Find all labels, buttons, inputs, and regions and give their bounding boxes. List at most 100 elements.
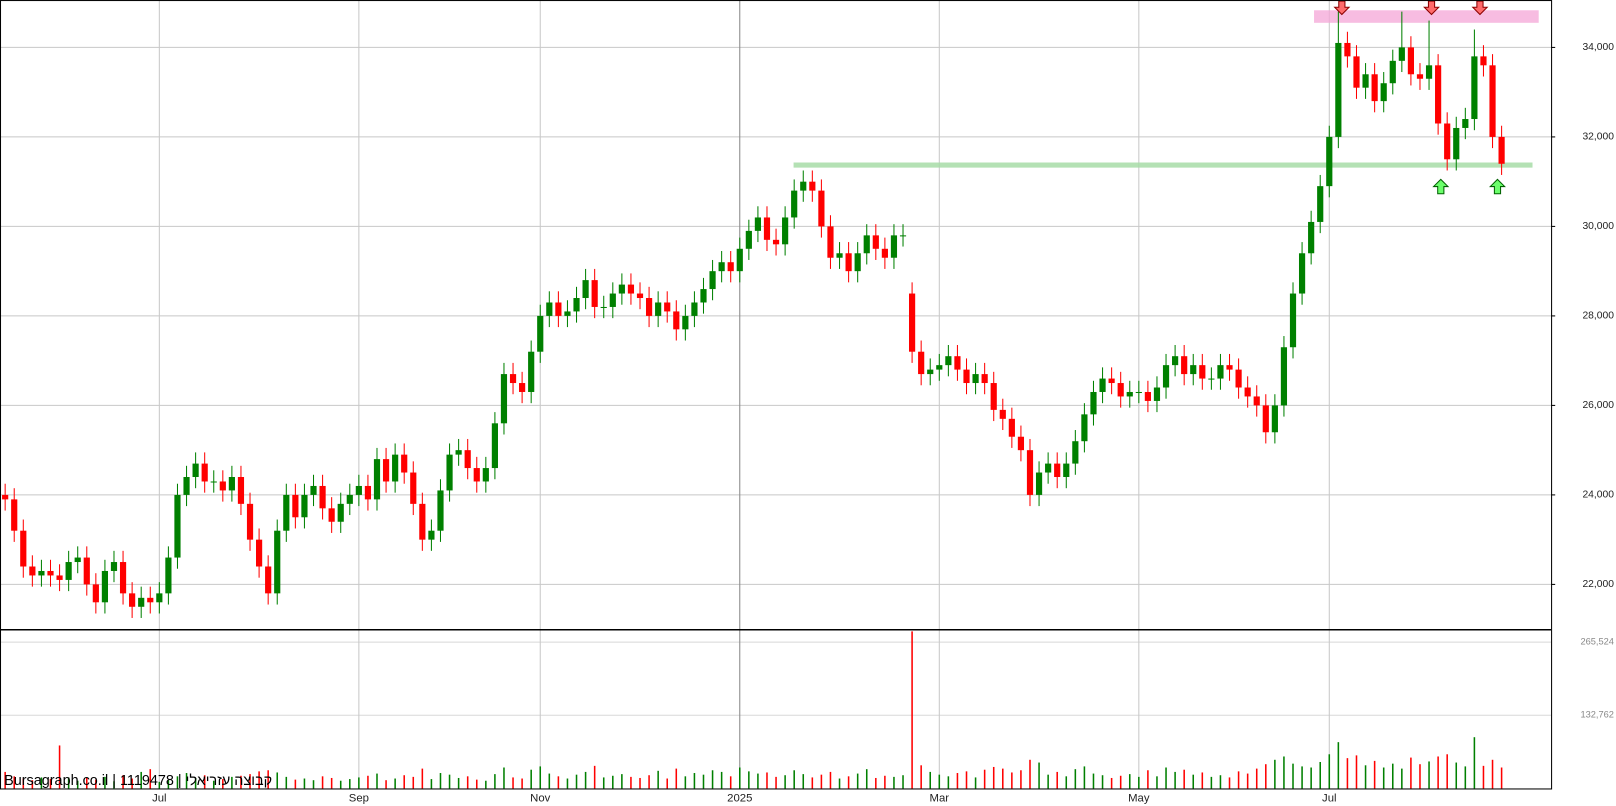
volume-bar [593, 765, 596, 789]
candle-body [1208, 378, 1215, 380]
sell-arrow [1471, 0, 1489, 16]
candle-body [428, 530, 435, 540]
candle-body [673, 311, 680, 330]
candle-body [1144, 391, 1151, 401]
candle-body [999, 409, 1006, 419]
candle-body [1444, 123, 1451, 160]
volume-bar [1128, 774, 1131, 789]
candle-body [210, 481, 217, 483]
candle-body [836, 253, 843, 258]
volume-bar [1138, 776, 1140, 789]
volume-bar [140, 771, 142, 789]
candle-body [709, 271, 716, 290]
volume-bar [884, 775, 886, 789]
candle-body [1081, 414, 1088, 442]
candle-body [1090, 391, 1097, 415]
candle-body [1317, 186, 1324, 222]
volume-bar [421, 768, 424, 789]
candle-body [1235, 369, 1242, 388]
volume-bar [838, 778, 841, 789]
volume-bar [494, 774, 496, 789]
volume-bar [249, 774, 251, 789]
buy-arrow [1489, 178, 1506, 195]
volume-bar [1237, 771, 1240, 789]
volume-bar [1500, 767, 1503, 789]
overlays [793, 10, 1539, 168]
x-tick-label: May [1128, 793, 1150, 805]
candle-body [1253, 396, 1260, 406]
candle-body [909, 293, 916, 352]
x-tick-label: Nov [530, 793, 550, 805]
candle-body [682, 315, 689, 330]
volume-bar [575, 774, 578, 789]
candle-body [101, 570, 109, 603]
candle-body [1181, 356, 1188, 375]
grid [0, 0, 1552, 789]
volume-bar [1165, 767, 1167, 789]
volume-bar [1410, 757, 1412, 789]
candle-body [818, 190, 825, 227]
candle-body [600, 306, 607, 308]
candle-body [1380, 83, 1387, 102]
candle-body [1244, 387, 1251, 397]
volume-bar [539, 766, 542, 789]
candle-body [854, 253, 861, 272]
candle-body [1398, 47, 1405, 61]
volume-bar [203, 775, 206, 789]
volume-bar [4, 771, 6, 789]
volume-bar [1092, 773, 1095, 789]
candle-body [636, 293, 644, 299]
candle-body [38, 570, 45, 576]
volume-bar [521, 778, 523, 789]
volume-bar [194, 777, 197, 789]
candle-body [981, 374, 988, 384]
volume-bar [212, 780, 215, 789]
volume-bar [1373, 760, 1376, 789]
volume-bar [95, 779, 97, 789]
volume-bar [612, 775, 614, 789]
candle-body [1298, 253, 1306, 294]
volume-bar [983, 769, 986, 789]
candle-body [1026, 450, 1034, 495]
volume-bar [1319, 761, 1321, 789]
x-tick-label: Jul [152, 793, 166, 805]
candle-body [827, 226, 834, 258]
volume-bar [1391, 763, 1394, 789]
volume-bar [258, 771, 260, 789]
candle-body [437, 490, 444, 531]
candle-body [129, 593, 136, 607]
volume-bar [1310, 767, 1312, 789]
candle-body [292, 494, 299, 518]
volume-bar [793, 770, 795, 789]
volume-bar [720, 771, 723, 789]
volume-bar [76, 780, 79, 789]
volume-bar [49, 779, 52, 789]
candle-body [410, 472, 417, 504]
volume-bar [711, 770, 714, 789]
candle-body [845, 253, 852, 272]
candle-body [1135, 391, 1142, 394]
candle-body [1362, 74, 1369, 88]
volume-bar [466, 776, 469, 789]
candle-body [228, 477, 235, 491]
y-tick-label: 32,000 [1582, 132, 1614, 143]
volume-bar [294, 779, 297, 789]
volume-bar [430, 779, 433, 789]
volume-bar [1283, 756, 1285, 789]
candle-body [591, 280, 598, 307]
resistance-zone [1314, 10, 1539, 23]
volume-bar [1292, 763, 1294, 789]
volume-tick-label: 265,524 [1580, 637, 1614, 647]
candle-body [201, 463, 208, 482]
candle-body [564, 311, 571, 316]
candle-body [1389, 60, 1396, 84]
candle-body [1462, 119, 1469, 128]
candle-body [11, 499, 18, 531]
candle-body [20, 530, 27, 567]
candle-body [1045, 463, 1052, 473]
volume-bar [938, 774, 941, 789]
volume-bar [31, 780, 34, 789]
volume-bar [911, 631, 913, 789]
volume-bar [1455, 762, 1458, 789]
